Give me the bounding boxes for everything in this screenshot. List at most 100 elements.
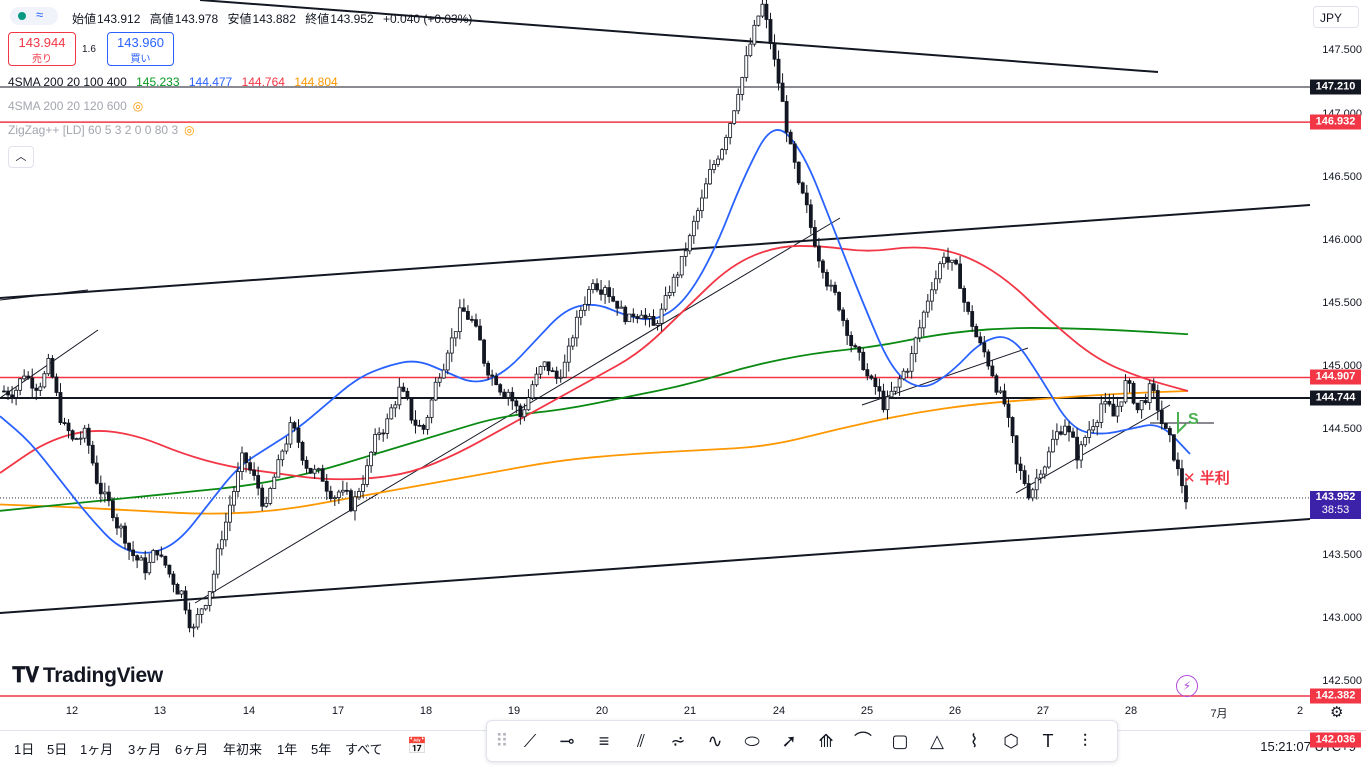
candle-body [1022, 470, 1027, 484]
candle-body [550, 370, 555, 373]
candle-body [461, 307, 466, 312]
triangle-icon[interactable]: △ [930, 731, 944, 751]
range-1y[interactable]: 1年 [277, 742, 298, 757]
candle-body [119, 525, 123, 529]
candle-body [538, 366, 543, 375]
candle-body [159, 554, 164, 557]
candle-body [1063, 425, 1067, 435]
candle-body [417, 424, 422, 427]
symbol-status[interactable]: ≈ [10, 7, 58, 25]
range-1m[interactable]: 1ヶ月 [80, 742, 114, 757]
candle-body [332, 497, 337, 499]
horizontal-ray-icon[interactable]: ⊸ [559, 731, 575, 751]
candle-body [409, 397, 414, 421]
ellipse-icon[interactable]: ⬭ [744, 731, 760, 751]
time-tick: 26 [948, 705, 962, 717]
path-icon[interactable]: ⌇ [969, 731, 979, 751]
candle-body [1034, 477, 1039, 491]
pattern-icon[interactable]: ⬡ [1003, 731, 1019, 751]
candle-body [704, 183, 708, 199]
time-tick: 28 [1124, 705, 1138, 717]
ohlc-readout: 始値143.912 高値143.978 安値143.882 終値143.952 … [72, 12, 473, 26]
candle-body [905, 370, 910, 373]
price-tick: 146.000 [1322, 233, 1362, 246]
rectangle-icon[interactable]: ▢ [891, 731, 909, 751]
chevron-up-icon[interactable]: ︿ [8, 146, 34, 168]
candle-body [1083, 437, 1088, 446]
candle-body [336, 491, 341, 498]
indicator-4sma-2[interactable]: 4SMA 200 20 120 600 ◎ [8, 99, 144, 113]
candle-body [966, 301, 971, 312]
ma-blue-line [0, 129, 1191, 554]
drag-handle-icon[interactable]: ⠿ [495, 731, 509, 751]
candle-body [163, 555, 168, 566]
candle-body [901, 370, 906, 380]
candle-body [772, 43, 777, 60]
candle-body [191, 626, 196, 629]
market-open-icon [18, 12, 26, 20]
parallel-channel-icon[interactable]: ≡ [598, 731, 610, 751]
gann-icon[interactable]: ⟰ [818, 731, 834, 751]
range-5d[interactable]: 5日 [47, 742, 68, 757]
candle-body [986, 351, 991, 367]
range-3m[interactable]: 3ヶ月 [128, 742, 162, 757]
candle-body [881, 390, 886, 411]
candle-body [1010, 417, 1015, 437]
candle-body [401, 386, 406, 392]
candle-body [389, 407, 394, 420]
indicator-zigzag[interactable]: ZigZag++ [LD] 60 5 3 2 0 0 80 3 ◎ [8, 123, 195, 137]
candle-body [90, 444, 95, 464]
gear-icon[interactable]: ⚙ [1330, 704, 1344, 721]
time-tick: 17 [331, 705, 345, 717]
arrow-icon[interactable]: ➚ [781, 731, 797, 751]
price-axis[interactable]: 147.500 147.000 146.500 146.000 145.500 145.0… [1310, 0, 1366, 700]
candle-body [1103, 401, 1108, 405]
candle-body [655, 323, 660, 326]
range-1d[interactable]: 1日 [14, 742, 35, 757]
candle-body [1099, 403, 1104, 423]
text-icon[interactable]: T [1042, 731, 1054, 751]
range-all[interactable]: すべて [345, 742, 383, 757]
range-6m[interactable]: 6ヶ月 [175, 742, 209, 757]
lightning-icon[interactable]: ⚡ [1176, 675, 1198, 697]
candle-body [578, 309, 583, 318]
currency-select[interactable]: JPY [1313, 6, 1359, 28]
calendar-icon[interactable]: 📅 [407, 738, 427, 755]
candle-body [42, 373, 47, 388]
candle-body [106, 491, 111, 502]
buy-button[interactable]: 143.960 買い [107, 32, 174, 66]
price-tag-143.952: 143.952 38:53 [1310, 490, 1361, 519]
pitchfork-icon[interactable]: ⩫ [670, 731, 686, 751]
curve-icon[interactable]: ⌒ [854, 731, 872, 751]
candle-body [800, 182, 805, 194]
candle-body [111, 500, 115, 519]
sell-button[interactable]: 143.944 売り [8, 32, 76, 66]
candle-body [86, 427, 91, 446]
trendline-7 [1015, 404, 1171, 494]
candle-body [998, 390, 1003, 393]
candle-body [663, 295, 668, 310]
candle-body [498, 384, 503, 393]
candle-body [82, 427, 87, 439]
candle-body [768, 19, 773, 44]
time-axis[interactable]: 12 13 14 17 18 19 20 21 24 25 26 27 28 7月 2 [0, 700, 1366, 724]
candle-body [816, 245, 821, 262]
range-ytd[interactable]: 年初来 [223, 742, 263, 757]
candle-body [679, 255, 684, 276]
candle-body [1139, 400, 1144, 411]
trendline-2 [0, 518, 1310, 614]
candle-body [248, 462, 252, 471]
candle-body [54, 376, 59, 393]
price-chart[interactable] [0, 0, 1310, 700]
indicator-4sma-1[interactable]: 4SMA 200 20 100 400 145.233 144.477 144.… [8, 75, 338, 89]
candle-body [708, 169, 712, 185]
trend-line-icon[interactable]: ⟋ [523, 731, 537, 751]
range-5y[interactable]: 5年 [311, 742, 332, 757]
brush-icon[interactable]: ∿ [707, 731, 723, 751]
candle-body [889, 390, 894, 398]
candle-body [397, 386, 402, 406]
vertical-line-icon[interactable]: ⫶ [1082, 731, 1088, 751]
fib-icon[interactable]: ⫽ [636, 731, 646, 751]
candle-body [825, 271, 829, 287]
candle-body [962, 288, 967, 303]
